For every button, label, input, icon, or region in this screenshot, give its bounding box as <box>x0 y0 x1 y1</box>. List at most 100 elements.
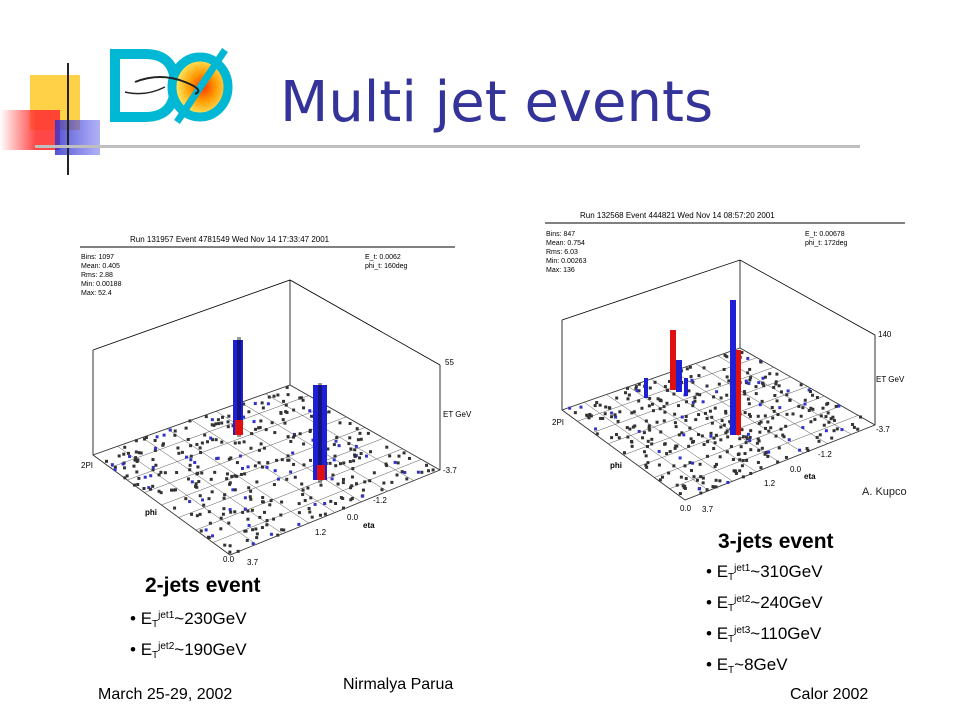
cell-marker <box>749 429 753 433</box>
cell-marker <box>673 412 677 416</box>
cell-marker <box>761 376 765 380</box>
cell-marker <box>698 393 702 397</box>
cell-marker <box>769 426 773 430</box>
cell-marker <box>351 467 355 471</box>
cell-marker <box>358 431 362 435</box>
cell-marker <box>209 436 213 440</box>
cell-marker <box>768 372 772 376</box>
cell-marker <box>819 414 823 418</box>
cell-marker <box>604 405 608 409</box>
footer-conference: Calor 2002 <box>790 686 869 703</box>
cell-marker <box>293 475 297 479</box>
cell-marker <box>744 379 748 383</box>
cell-marker <box>353 448 357 452</box>
cell-marker <box>238 454 242 458</box>
cell-marker <box>341 477 345 481</box>
stat-mean: Mean: 0.405 <box>81 263 120 270</box>
cell-marker <box>650 442 654 446</box>
cell-marker <box>736 452 740 456</box>
cell-marker <box>648 428 652 432</box>
lego-plot-2jet: Run 131957 Event 4781549 Wed Nov 14 17:3… <box>80 235 472 567</box>
cell-marker <box>713 441 717 445</box>
floor-grid-line <box>623 386 808 456</box>
cell-marker <box>614 415 618 419</box>
cell-marker <box>824 429 828 433</box>
cell-marker <box>228 550 232 554</box>
cell-marker <box>262 446 266 450</box>
cell-marker <box>173 506 177 510</box>
cell-marker <box>431 468 435 472</box>
cell-marker <box>805 447 809 451</box>
stat-rms: Rms: 2.88 <box>81 272 113 279</box>
cell-marker <box>216 456 220 460</box>
cell-marker <box>285 410 289 414</box>
eta-top-tick: -3.7 <box>876 425 890 434</box>
phi-value: phi_t: 172deg <box>805 240 848 247</box>
cell-marker <box>712 446 716 450</box>
bullet-item: • ETjet2~240GeV <box>706 593 823 614</box>
cell-marker <box>229 510 233 514</box>
cell-marker <box>241 466 245 470</box>
cell-marker <box>133 483 137 487</box>
cell-marker <box>255 532 259 536</box>
cell-marker <box>400 470 404 474</box>
cell-marker <box>691 439 695 443</box>
cell-marker <box>281 418 285 422</box>
cell-marker <box>809 406 813 410</box>
cell-marker <box>292 435 296 439</box>
cell-marker <box>754 392 758 396</box>
cell-marker <box>266 461 270 465</box>
cell-marker <box>328 461 332 465</box>
cell-marker <box>283 421 287 425</box>
phi-2pi-tick: 2PI <box>81 461 93 470</box>
cell-marker <box>644 454 648 458</box>
cell-marker <box>705 488 709 492</box>
cell-marker <box>697 413 701 417</box>
cell-marker <box>714 485 718 489</box>
cell-marker <box>245 538 249 542</box>
cell-marker <box>299 396 303 400</box>
cell-marker <box>856 427 860 431</box>
cell-marker <box>195 442 199 446</box>
cell-marker <box>382 481 386 485</box>
cell-marker <box>647 404 651 408</box>
cell-marker <box>705 416 709 420</box>
cell-marker <box>210 423 214 427</box>
cell-marker <box>110 463 114 467</box>
cell-marker <box>689 469 693 473</box>
cell-marker <box>242 402 246 406</box>
cell-marker <box>268 503 272 507</box>
cell-marker <box>258 515 262 519</box>
cell-marker <box>135 459 139 463</box>
cell-marker <box>663 442 667 446</box>
cell-marker <box>161 442 165 446</box>
cell-marker <box>749 448 753 452</box>
bullet-item: • ETjet1~310GeV <box>706 562 823 583</box>
cell-marker <box>714 462 718 466</box>
cell-marker <box>725 450 729 454</box>
cell-marker <box>757 421 761 425</box>
cell-marker <box>341 481 345 485</box>
cell-marker <box>644 419 648 423</box>
cell-marker <box>396 461 400 465</box>
cell-marker <box>247 486 251 490</box>
cell-marker <box>199 451 203 455</box>
cell-marker <box>327 410 331 414</box>
cell-marker <box>710 421 714 425</box>
cell-marker <box>144 436 148 440</box>
lego-plot-3jet: Run 132568 Event 444821 Wed Nov 14 08:57… <box>545 211 905 514</box>
event-display-left: Run 131957 Event 4781549 Wed Nov 14 17:3… <box>75 225 475 575</box>
cell-marker <box>353 453 357 457</box>
cell-marker <box>279 513 283 517</box>
cell-marker <box>136 458 140 462</box>
cell-marker <box>239 472 243 476</box>
cell-marker <box>682 486 686 490</box>
z-max-tick: 140 <box>878 330 892 339</box>
cell-marker <box>684 477 688 481</box>
cell-marker <box>663 410 667 414</box>
cell-marker <box>759 420 763 424</box>
cell-marker <box>746 432 750 436</box>
cell-marker <box>242 415 246 419</box>
cell-marker <box>739 445 743 449</box>
cell-marker <box>276 393 280 397</box>
